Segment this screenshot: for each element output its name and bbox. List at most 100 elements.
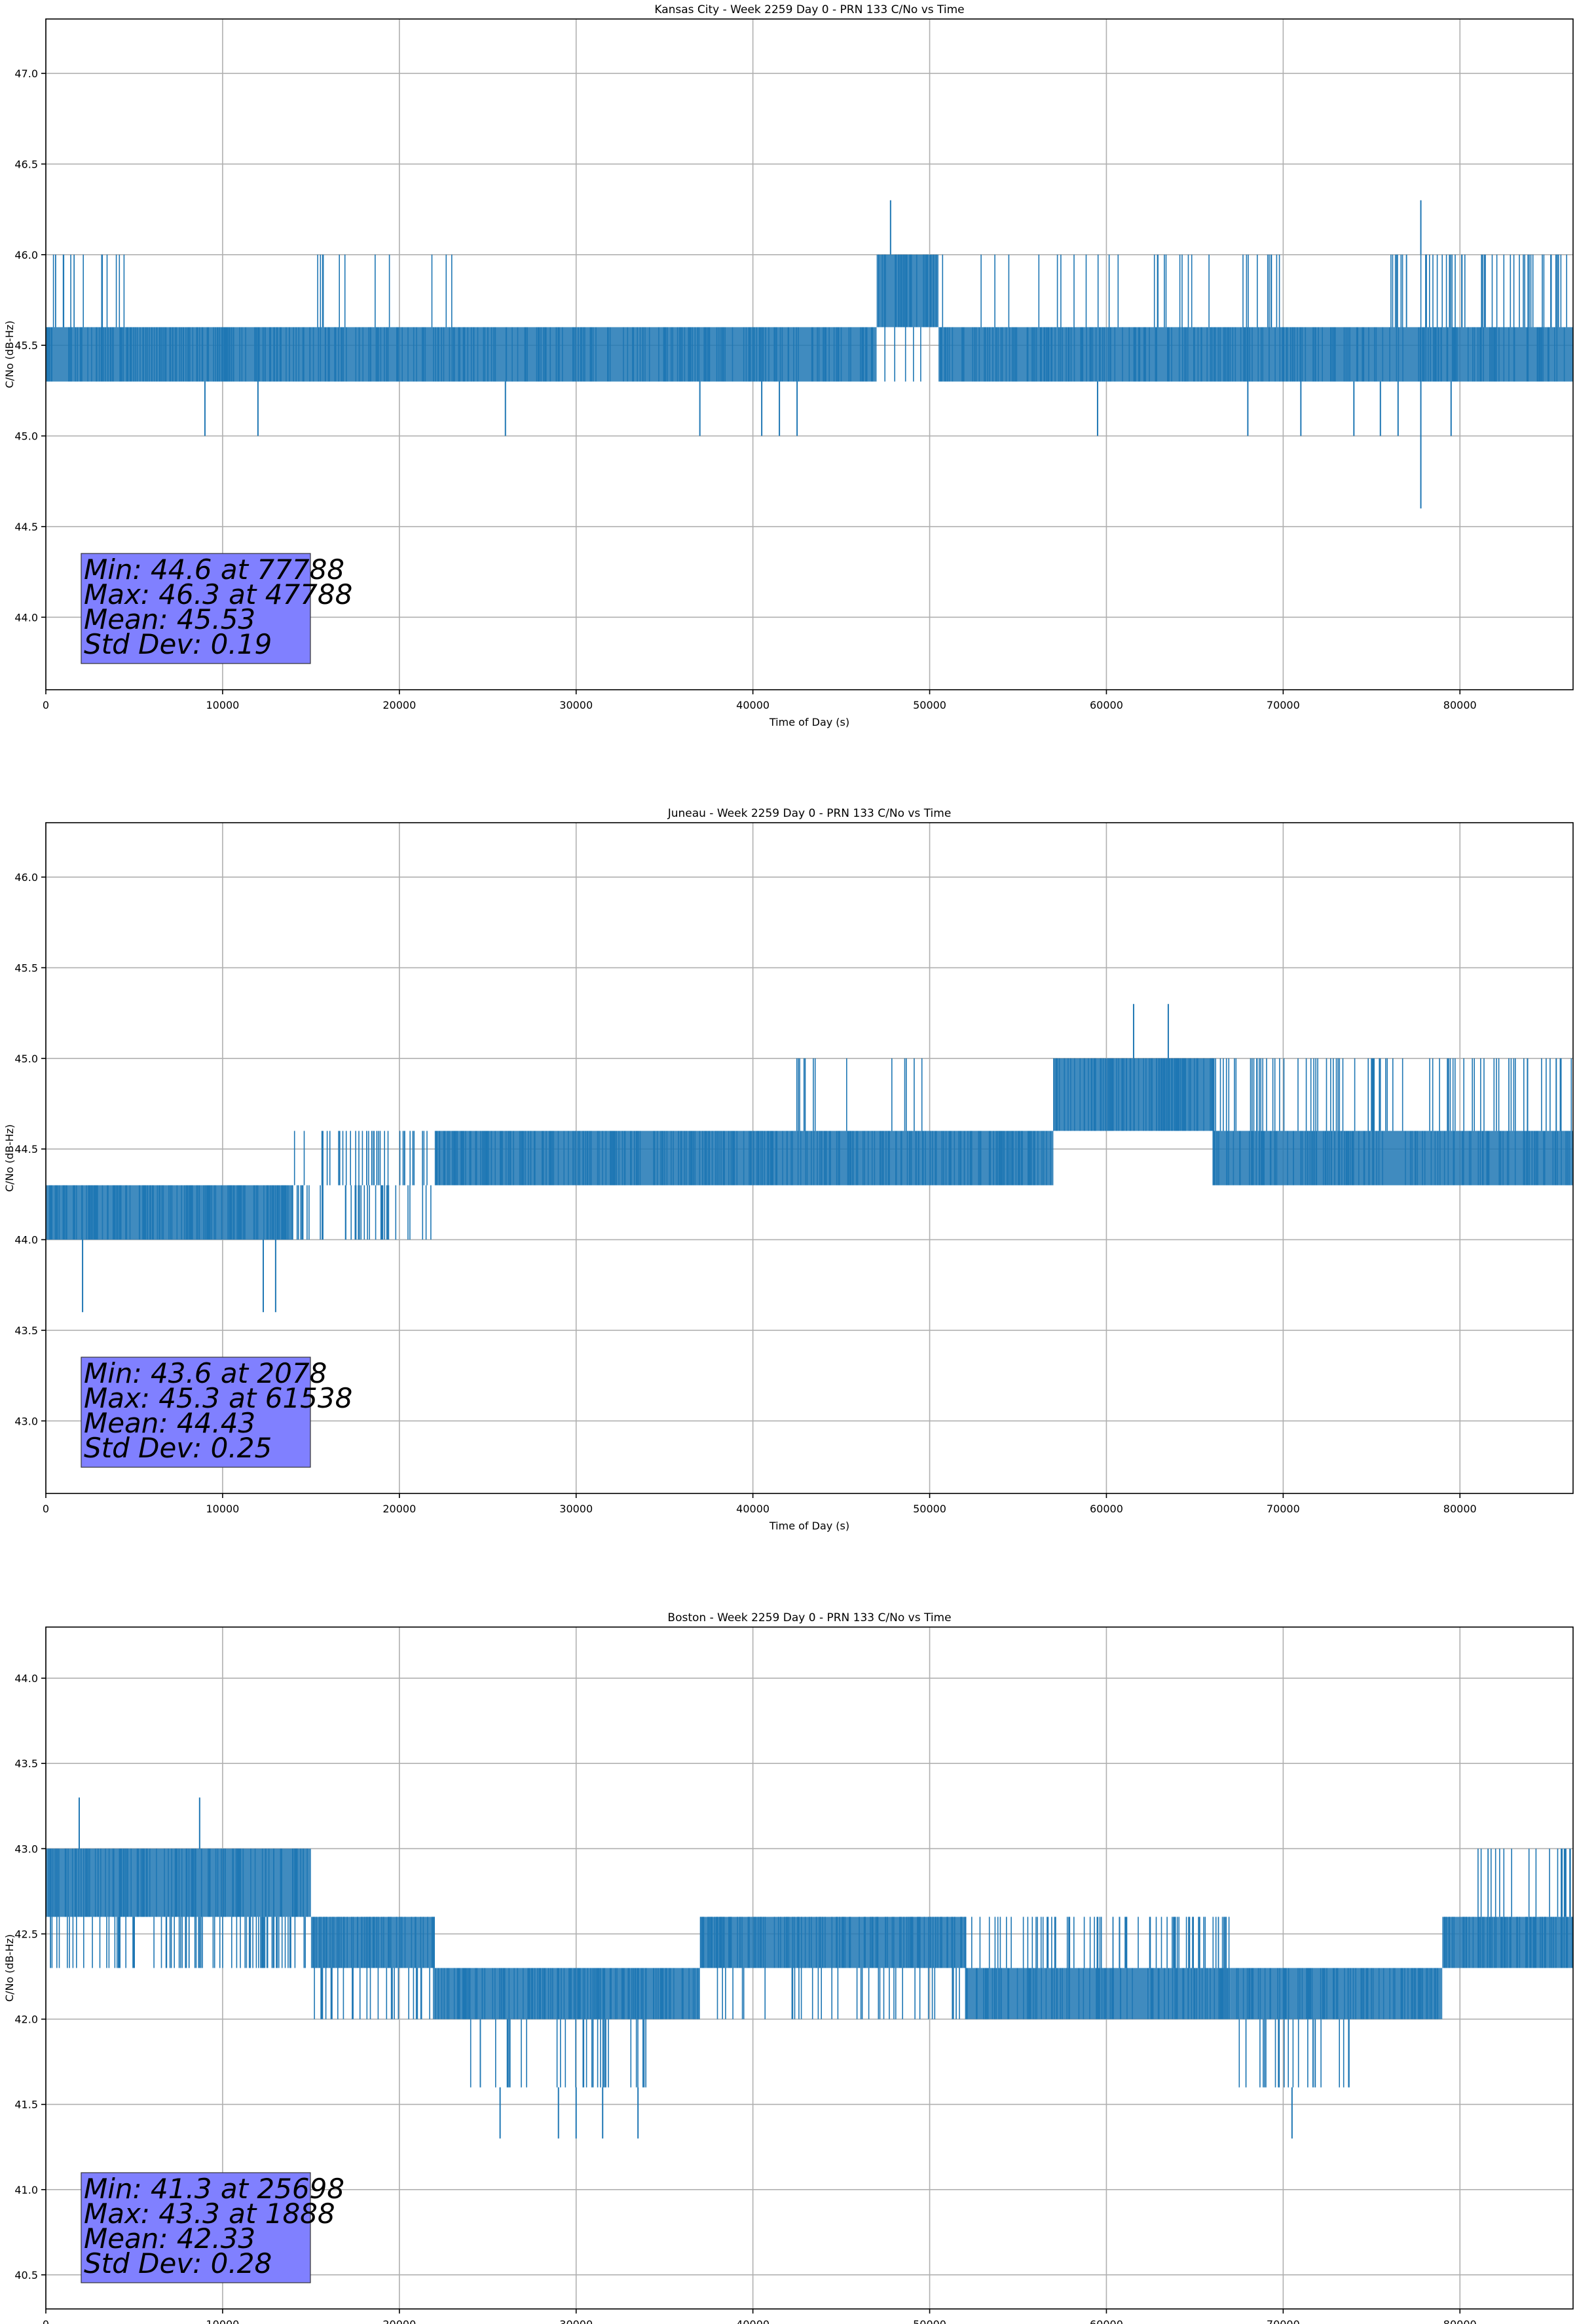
y-tick-label: 45.5 bbox=[14, 962, 38, 974]
x-tick-label: 0 bbox=[43, 1503, 49, 1515]
series-dense-band bbox=[876, 254, 939, 328]
y-tick-label: 44.0 bbox=[14, 611, 38, 624]
stats-line: Max: 45.3 at 61538 bbox=[84, 1382, 352, 1414]
x-tick-label: 0 bbox=[43, 699, 49, 711]
x-tick-label: 60000 bbox=[1090, 699, 1123, 711]
y-tick-label: 41.5 bbox=[14, 2099, 38, 2111]
x-tick-label: 10000 bbox=[206, 699, 239, 711]
x-tick-label: 30000 bbox=[559, 1503, 593, 1515]
series-band-segment bbox=[1477, 1848, 1571, 1917]
x-tick-label: 60000 bbox=[1090, 1503, 1123, 1515]
x-tick-label: 80000 bbox=[1443, 699, 1477, 711]
y-tick-label: 45.0 bbox=[14, 430, 38, 443]
y-tick-label: 44.5 bbox=[14, 521, 38, 533]
series-band-segment bbox=[293, 1131, 428, 1186]
stats-box-background bbox=[81, 553, 311, 664]
series-band-segment bbox=[1390, 254, 1567, 328]
chart-title: Kansas City - Week 2259 Day 0 - PRN 133 … bbox=[654, 3, 964, 16]
x-tick-label: 30000 bbox=[559, 699, 593, 711]
series-band-segment bbox=[50, 1917, 306, 1968]
series-cno bbox=[46, 1797, 1573, 2139]
series-dense-band bbox=[434, 1131, 1054, 1186]
y-tick-label: 44.0 bbox=[14, 1234, 38, 1246]
series-dense-band bbox=[1283, 327, 1573, 382]
series-dense-band bbox=[46, 1185, 293, 1240]
series-dense-band bbox=[434, 1968, 700, 2019]
x-tick-label: 70000 bbox=[1267, 2318, 1300, 2324]
y-tick-label: 42.0 bbox=[14, 2014, 38, 2026]
x-tick-label: 70000 bbox=[1267, 699, 1300, 711]
series-dense-band bbox=[310, 327, 877, 382]
x-tick-label: 60000 bbox=[1090, 2318, 1123, 2324]
chart-panel-1: 0 10000 20000 30000 40000 50000 60000 70000 8000… bbox=[3, 3, 1574, 728]
y-tick-label: 44.5 bbox=[14, 1143, 38, 1155]
series-band-segment bbox=[1212, 1058, 1572, 1131]
series-dense-band bbox=[1053, 1058, 1213, 1131]
x-tick-label: 40000 bbox=[736, 2318, 770, 2324]
series-dense-band bbox=[699, 1917, 965, 1968]
x-tick-label: 20000 bbox=[382, 699, 416, 711]
y-tick-label: 45.5 bbox=[14, 339, 38, 352]
x-axis-label: Time of Day (s) bbox=[769, 1520, 849, 1532]
x-tick-label: 10000 bbox=[206, 2318, 239, 2324]
x-tick-label: 30000 bbox=[559, 2318, 593, 2324]
chart-title: Boston - Week 2259 Day 0 - PRN 133 C/No … bbox=[667, 1611, 951, 1624]
x-tick-label: 80000 bbox=[1443, 1503, 1477, 1515]
stats-line: Std Dev: 0.25 bbox=[84, 1432, 272, 1464]
y-axis-label: C/No (dB-Hz) bbox=[3, 320, 16, 388]
series-band-segment bbox=[1238, 2019, 1350, 2088]
series-dense-band bbox=[46, 1848, 311, 1917]
chart-title: Juneau - Week 2259 Day 0 - PRN 133 C/No … bbox=[667, 807, 952, 820]
y-tick-label: 46.0 bbox=[14, 871, 38, 884]
y-tick-label: 43.5 bbox=[14, 1324, 38, 1337]
series-dense-band bbox=[1442, 1917, 1573, 1968]
series-band-segment bbox=[314, 1968, 434, 2019]
x-tick-label: 70000 bbox=[1267, 1503, 1300, 1515]
y-tick-label: 43.5 bbox=[14, 1757, 38, 1770]
x-tick-label: 20000 bbox=[382, 2318, 416, 2324]
y-axis-label: C/No (dB-Hz) bbox=[3, 1124, 16, 1191]
stats-line: Max: 43.3 at 1888 bbox=[84, 2198, 335, 2230]
stats-box-background bbox=[81, 1357, 311, 1468]
x-tick-label: 40000 bbox=[736, 699, 770, 711]
series-dense-band bbox=[1230, 1968, 1443, 2019]
plot-frame bbox=[45, 1626, 1574, 2310]
stats-line: Max: 46.3 at 47788 bbox=[84, 578, 352, 610]
stats-line: Min: 43.6 at 2078 bbox=[84, 1357, 327, 1389]
series-cno bbox=[46, 1003, 1573, 1313]
series-band-segment bbox=[942, 254, 1280, 328]
x-tick-label: 50000 bbox=[913, 2318, 946, 2324]
series-dense-band bbox=[965, 1968, 1231, 2019]
y-tick-label: 43.0 bbox=[14, 1843, 38, 1855]
y-tick-label: 42.5 bbox=[14, 1928, 38, 1940]
stats-line: Min: 44.6 at 77788 bbox=[84, 553, 344, 586]
series-cno bbox=[46, 200, 1573, 509]
y-tick-label: 44.0 bbox=[14, 1672, 38, 1685]
y-tick-label: 46.5 bbox=[14, 158, 38, 170]
x-tick-label: 10000 bbox=[206, 1503, 239, 1515]
stats-line: Mean: 42.33 bbox=[84, 2222, 255, 2255]
series-band-segment bbox=[296, 1185, 432, 1240]
series-band-segment bbox=[884, 327, 921, 382]
y-tick-label: 47.0 bbox=[14, 67, 38, 80]
series-dense-band bbox=[938, 327, 1284, 382]
series-dense-band bbox=[310, 1917, 435, 1968]
series-dense-band bbox=[1212, 1131, 1573, 1186]
y-tick-label: 43.0 bbox=[14, 1415, 38, 1427]
series-band-segment bbox=[965, 1917, 1230, 1968]
y-tick-label: 41.0 bbox=[14, 2184, 38, 2196]
x-tick-label: 0 bbox=[43, 2318, 49, 2324]
stats-line: Min: 41.3 at 25698 bbox=[84, 2173, 344, 2205]
series-dense-band bbox=[46, 327, 311, 382]
x-tick-label: 40000 bbox=[736, 1503, 770, 1515]
series-band-segment bbox=[796, 1058, 923, 1131]
y-axis-label: C/No (dB-Hz) bbox=[3, 1934, 16, 2002]
x-tick-label: 50000 bbox=[913, 699, 946, 711]
stats-line: Std Dev: 0.19 bbox=[84, 628, 272, 660]
stats-line: Std Dev: 0.28 bbox=[84, 2247, 272, 2279]
y-tick-label: 40.5 bbox=[14, 2269, 38, 2281]
